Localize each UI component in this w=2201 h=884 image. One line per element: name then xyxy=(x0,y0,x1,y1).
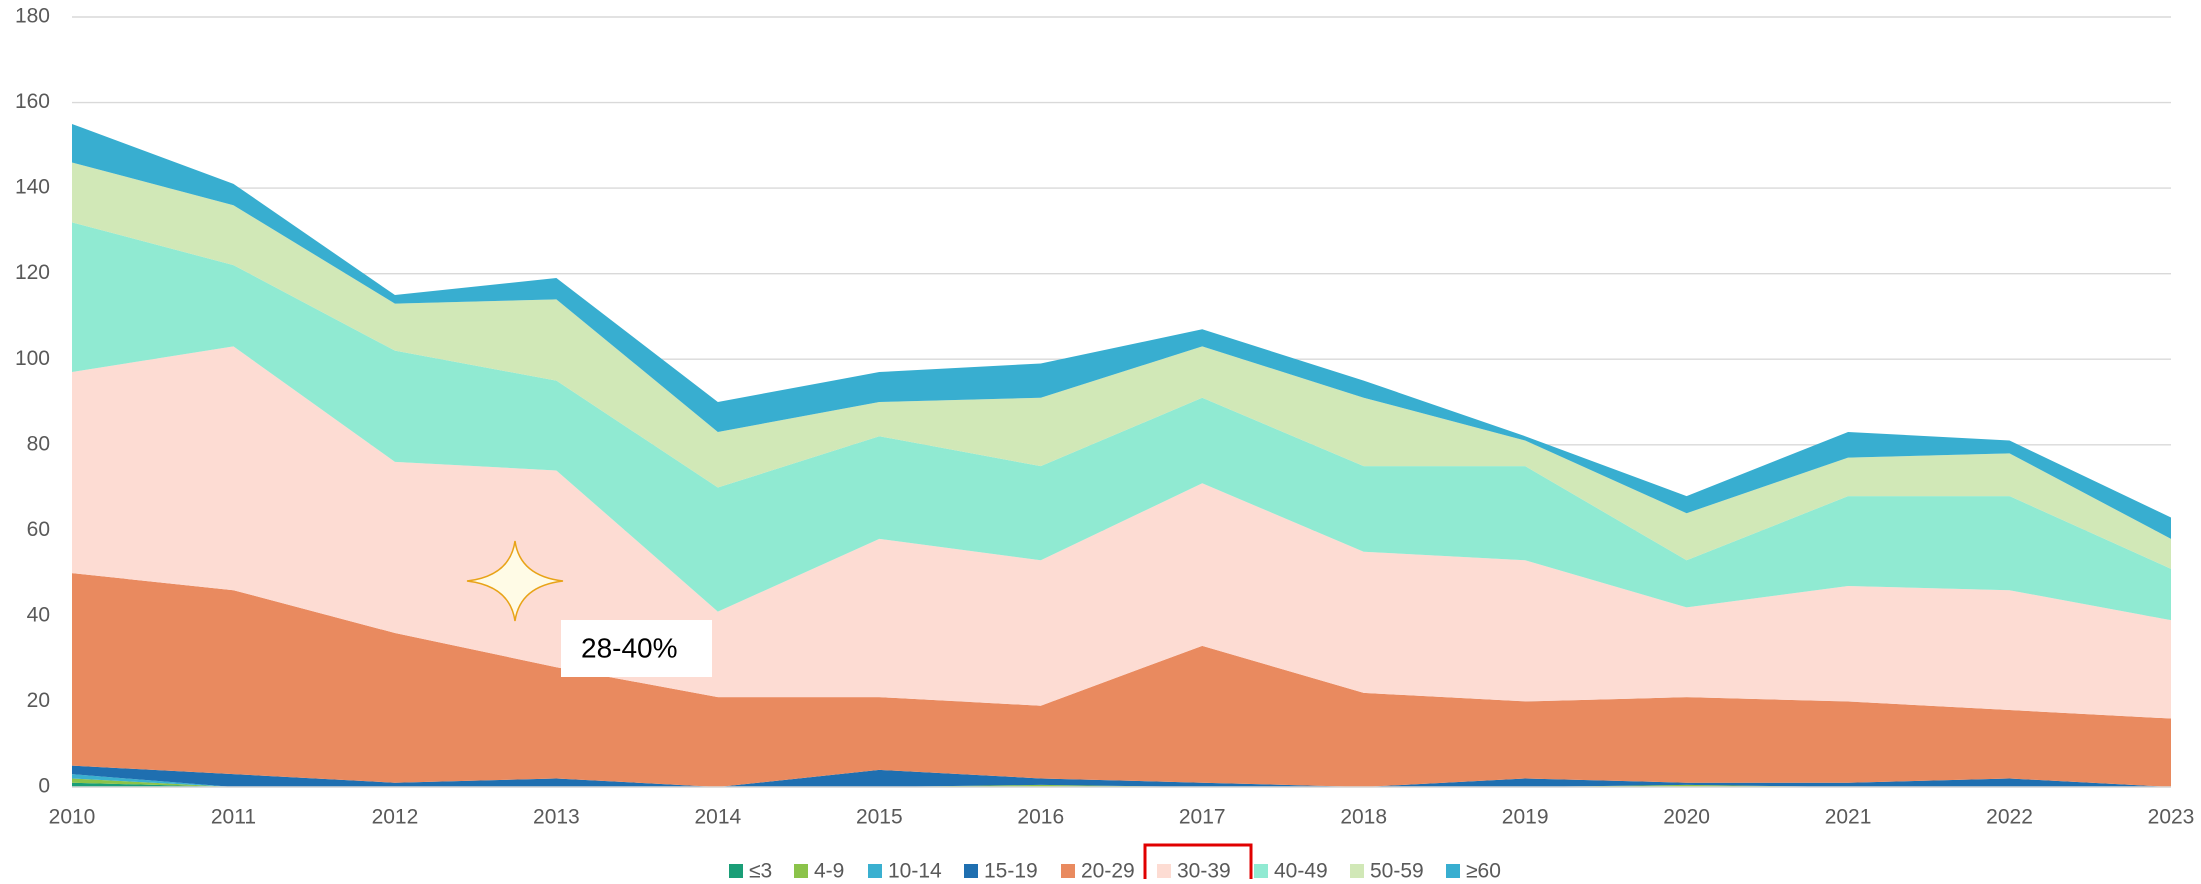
area xyxy=(72,222,2171,621)
y-tick-label: 20 xyxy=(27,689,50,712)
x-tick-label: 2010 xyxy=(49,806,96,829)
legend-swatch xyxy=(1157,864,1171,878)
x-tick-label: 2019 xyxy=(1502,806,1549,829)
x-tick-label: 2016 xyxy=(1017,806,1064,829)
legend-item: 4-9 xyxy=(794,860,844,883)
y-tick-label: 160 xyxy=(15,90,50,113)
annotation: 28-40% xyxy=(581,632,678,663)
legend-item: 50-59 xyxy=(1350,860,1424,883)
y-tick-label: 40 xyxy=(27,603,50,626)
legend-label: ≤3 xyxy=(749,860,772,879)
x-tick-label: 2022 xyxy=(1986,806,2033,829)
legend-label: 10-14 xyxy=(888,860,942,879)
x-tick-label: 2015 xyxy=(856,806,903,829)
legend-item: 20-29 xyxy=(1061,860,1135,883)
legend-item: 40-49 xyxy=(1254,860,1328,883)
legend-swatch xyxy=(1061,864,1075,878)
legend-swatch xyxy=(1350,864,1364,878)
x-tick-label: 2017 xyxy=(1179,806,1226,829)
legend-item: ≥60 xyxy=(1446,860,1501,883)
legend-swatch xyxy=(794,864,808,878)
x-tick-label: 2020 xyxy=(1663,806,1710,829)
area xyxy=(72,162,2171,569)
x-tick-label: 2018 xyxy=(1340,806,1387,829)
legend-swatch xyxy=(1254,864,1268,878)
legend-label: 15-19 xyxy=(984,860,1038,879)
legend-item: 30-39 xyxy=(1157,860,1231,883)
y-tick-label: 100 xyxy=(15,347,50,370)
legend-swatch xyxy=(729,864,743,878)
legend-item: ≤3 xyxy=(729,860,772,883)
y-tick-label: 120 xyxy=(15,261,50,284)
y-tick-label: 140 xyxy=(15,176,50,199)
area xyxy=(72,765,2171,787)
legend-label: 20-29 xyxy=(1081,860,1135,879)
legend-item: 15-19 xyxy=(964,860,1038,883)
area xyxy=(72,573,2171,787)
x-tick-label: 2023 xyxy=(2148,806,2195,829)
legend-label: ≥60 xyxy=(1466,860,1501,879)
legend-label: 50-59 xyxy=(1370,860,1424,879)
legend-label: 40-49 xyxy=(1274,860,1328,879)
x-tick-label: 2012 xyxy=(372,806,419,829)
x-tick-label: 2011 xyxy=(211,806,256,829)
legend-swatch xyxy=(868,864,882,878)
x-tick-label: 2013 xyxy=(533,806,580,829)
y-tick-label: 80 xyxy=(27,432,50,455)
y-tick-label: 180 xyxy=(15,5,50,28)
legend-item: 10-14 xyxy=(868,860,942,883)
star xyxy=(466,540,564,622)
legend-swatch xyxy=(1446,864,1460,878)
y-tick-label: 60 xyxy=(27,518,50,541)
legend-label: 30-39 xyxy=(1177,860,1231,879)
annotation-box xyxy=(561,620,712,677)
x-tick-label: 2021 xyxy=(1825,806,1872,829)
legend-label: 4-9 xyxy=(814,860,844,879)
y-tick-label: 0 xyxy=(38,775,50,798)
legend-swatch xyxy=(964,864,978,878)
legend-highlight xyxy=(1143,843,1253,884)
x-tick-label: 2014 xyxy=(694,806,741,829)
